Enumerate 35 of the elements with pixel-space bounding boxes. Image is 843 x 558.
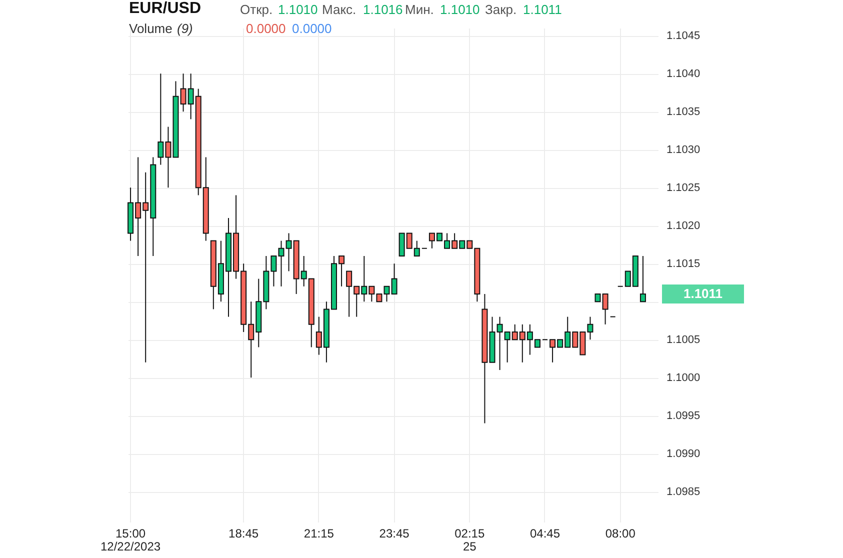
y-tick-label: 1.0995 (666, 410, 700, 422)
text: Макс. (322, 2, 356, 17)
text: Закр. (485, 2, 517, 17)
candlestick (640, 256, 646, 302)
text: 1.1010 (440, 2, 480, 17)
x-tick-label: 04:45 (530, 526, 560, 540)
y-tick-label: 1.0990 (666, 448, 700, 460)
annotation: 0.0000 (292, 21, 332, 36)
y-tick-label: 1.1030 (666, 144, 700, 156)
x-tick-label: 21:15 (304, 526, 334, 540)
x-tick-label: 23:45 (379, 526, 410, 540)
annotation: 0.0000 (246, 21, 286, 36)
text: Откр. (240, 2, 273, 17)
y-tick-label: 1.1020 (666, 220, 700, 232)
x-tick-label: 08:00 (605, 526, 636, 540)
text: 1.1011 (523, 2, 562, 17)
y-tick-label: 1.1000 (666, 372, 700, 384)
text: 1.1011 (683, 286, 723, 301)
x-tick-label: 15:00 12/22/2023 (100, 526, 161, 554)
annotation: Volume (129, 21, 172, 36)
y-tick-label: 1.1005 (666, 334, 700, 346)
chart-title: EUR/USD (129, 0, 202, 18)
x-tick-label: 02:15 25 (454, 526, 485, 554)
x-tick-label: 18:45 (228, 526, 259, 540)
text: 1.1010 (278, 2, 318, 17)
y-tick-label: 1.0985 (666, 486, 700, 498)
candlestick (391, 263, 398, 294)
text: Мин. (405, 2, 434, 17)
y-tick-label: 1.1035 (666, 106, 700, 118)
y-tick-label: 1.1025 (666, 182, 700, 194)
text: 1.1016 (363, 2, 403, 17)
y-tick-label: 1.1040 (666, 68, 700, 80)
annotation: (9) (177, 21, 193, 36)
y-tick-label: 1.1045 (666, 30, 700, 42)
y-tick-label: 1.1015 (666, 258, 700, 270)
